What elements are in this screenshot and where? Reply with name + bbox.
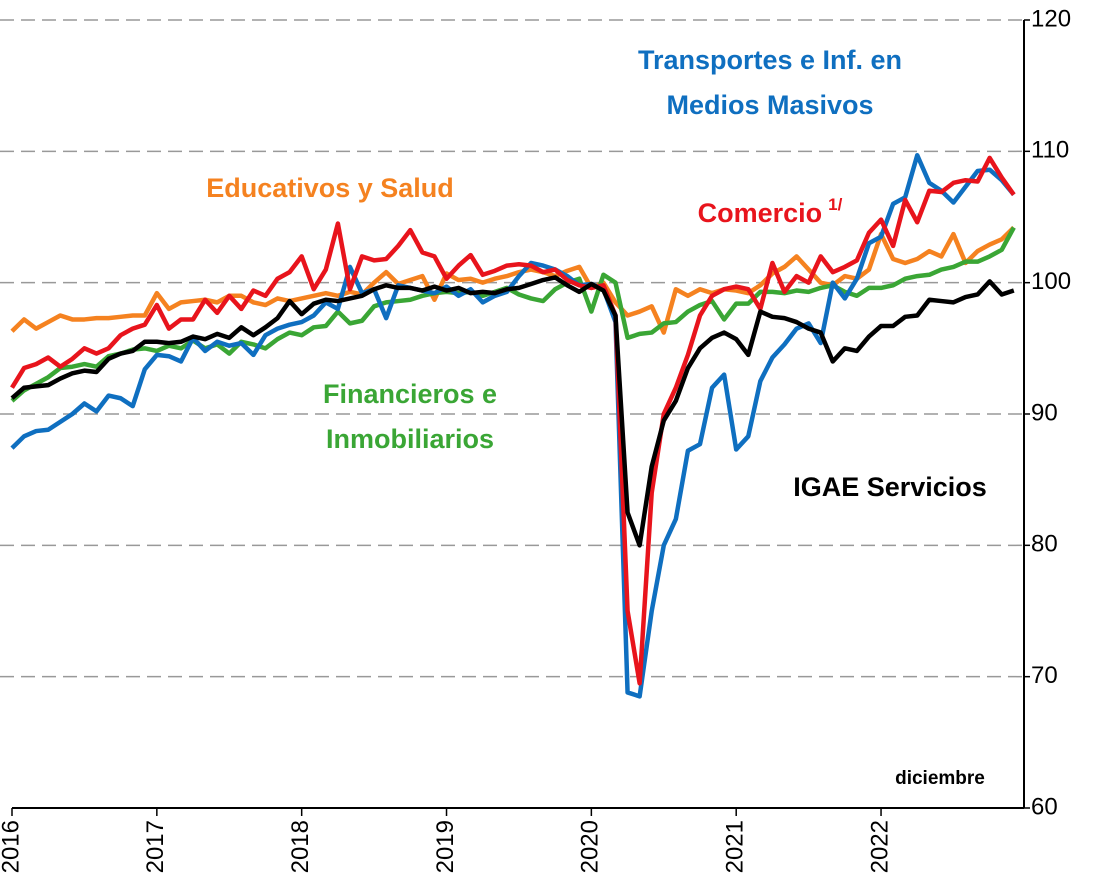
series-label: Educativos y Salud (160, 166, 500, 211)
series-name: Financieros e Inmobiliarios (322, 379, 498, 454)
series-label: Comercio 1/ (660, 182, 880, 236)
y-tick-label: 60 (1031, 793, 1058, 820)
x-tick-label: 2021 (722, 820, 749, 873)
x-tick-label: 2019 (432, 820, 459, 873)
series-name: Educativos y Salud (206, 173, 454, 203)
series-label: Transportes e Inf. en Medios Masivos (600, 38, 940, 128)
x-tick-label: 2018 (287, 820, 314, 873)
y-tick-label: 70 (1031, 662, 1058, 689)
series-line (10, 153, 1016, 699)
series-name: Comercio (697, 198, 823, 228)
x-tick-label: 2016 (0, 820, 24, 873)
series-name: IGAE Servicios (793, 472, 987, 502)
series-label: IGAE Servicios (760, 465, 1020, 510)
y-tick-label: 80 (1031, 531, 1058, 558)
series-line (10, 155, 1016, 686)
series-line (10, 275, 1015, 548)
x-tick-label: 2017 (142, 820, 169, 873)
y-tick-label: 90 (1031, 399, 1058, 426)
x-tick-label: 2020 (577, 820, 604, 873)
series-line (10, 225, 1016, 335)
series-name: Transportes e Inf. en Medios Masivos (637, 45, 903, 120)
annotation-text: diciembre (895, 768, 985, 789)
series-note: 1/ (828, 195, 843, 214)
series-label: Financieros e Inmobiliarios (280, 372, 540, 462)
y-tick-label: 120 (1031, 5, 1071, 32)
x-tick-label: 2022 (866, 820, 893, 873)
annotation: diciembre (860, 756, 1020, 801)
y-tick-label: 110 (1031, 137, 1069, 164)
y-tick-label: 100 (1031, 268, 1071, 295)
